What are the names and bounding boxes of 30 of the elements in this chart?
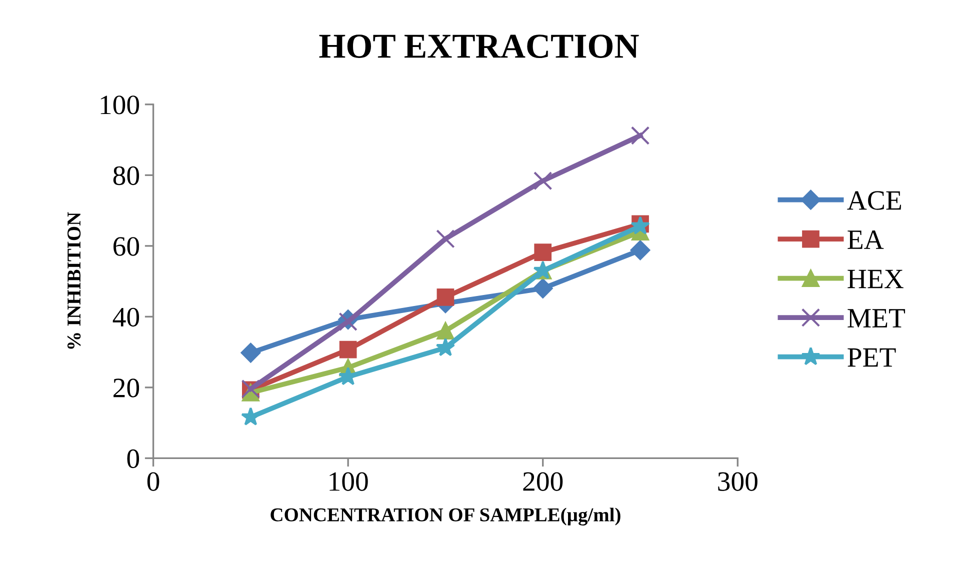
point: [630, 126, 650, 145]
y-tick-label: 20: [114, 378, 140, 398]
y-tick-label: 60: [114, 237, 140, 256]
point: [532, 278, 553, 298]
x-tick-label: 0: [147, 472, 160, 491]
point: [339, 340, 357, 358]
point: [241, 407, 260, 426]
legend-label: EA: [848, 230, 884, 249]
y-tick-label: 80: [113, 166, 140, 186]
point: [436, 229, 455, 248]
chart-title: HOT EXTRACTION: [319, 34, 639, 58]
point: [534, 244, 552, 261]
point: [533, 171, 552, 190]
y-tick-label: 100: [100, 96, 140, 114]
x-tick-label: 200: [523, 472, 563, 491]
x-tick-label: 300: [718, 472, 758, 491]
legend-label: ACE: [847, 191, 902, 210]
x-tick-label: 100: [330, 472, 368, 491]
y-tick-label: 0: [127, 449, 140, 468]
y-tick-label: 40: [112, 308, 140, 327]
x-axis-title: CONCENTRATION OF SAMPLE(µg/ml): [270, 508, 620, 526]
point: [436, 338, 456, 356]
point: [436, 322, 454, 340]
legend-label: PET: [848, 348, 896, 367]
point: [630, 240, 650, 260]
legend-label: HEX: [848, 270, 904, 288]
legend-label: MET: [848, 309, 906, 328]
point: [240, 342, 261, 363]
point: [436, 288, 454, 306]
y-axis-title: % INHIBITION: [67, 212, 81, 349]
